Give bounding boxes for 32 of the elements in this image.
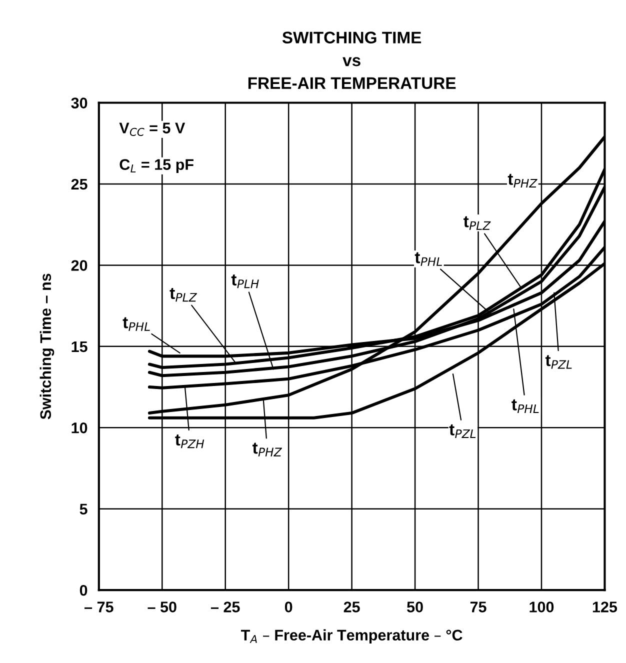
annotation: t$_{PHL}$: [512, 399, 539, 413]
annotation: C$_{L}$ = 15 pF: [120, 159, 194, 173]
x-tick-label: – 75: [84, 602, 114, 612]
chart-title: SWITCHING TIME vs FREE-AIR TEMPERATURE: [248, 32, 456, 90]
annotation: t$_{PLZ}$: [464, 216, 491, 230]
y-tick-label: 15: [72, 341, 88, 352]
annotation: t$_{PLZ}$: [170, 288, 198, 302]
y-tick-label: 20: [71, 260, 88, 271]
y-tick-label: 0: [80, 584, 88, 596]
x-tick-label: 25: [344, 602, 360, 612]
x-tick-label: – 50: [148, 602, 176, 612]
y-axis-title: Switching Time – ns: [40, 274, 54, 420]
annotation: t$_{PHZ}$: [252, 442, 282, 456]
x-tick-label: – 25: [210, 602, 240, 612]
annotation: V$_{CC}$ = 5 V: [119, 122, 186, 136]
x-tick-label: 0: [284, 602, 292, 612]
x-tick-label: 125: [592, 602, 618, 612]
y-tick-label: 25: [71, 178, 88, 190]
annotation: t$_{PLH}$: [231, 274, 259, 288]
annotation: t$_{PZH}$: [175, 434, 204, 448]
x-axis-title: T$_{A}$ – Free-Air Temperature – °C: [240, 629, 462, 644]
y-tick-label: 5: [80, 504, 88, 515]
annotation: t$_{PHZ}$: [508, 174, 538, 188]
y-tick-label: 10: [72, 422, 88, 434]
annotation: t$_{PHL}$: [122, 317, 150, 331]
annotation: t$_{PZL}$: [545, 355, 572, 369]
annotation: t$_{PZL}$: [449, 424, 476, 438]
x-tick-label: 100: [530, 602, 554, 612]
annotation: t$_{PHL}$: [414, 252, 442, 266]
x-tick-label: 50: [407, 602, 423, 612]
x-tick-label: 75: [470, 602, 486, 612]
y-tick-label: 30: [71, 98, 88, 108]
